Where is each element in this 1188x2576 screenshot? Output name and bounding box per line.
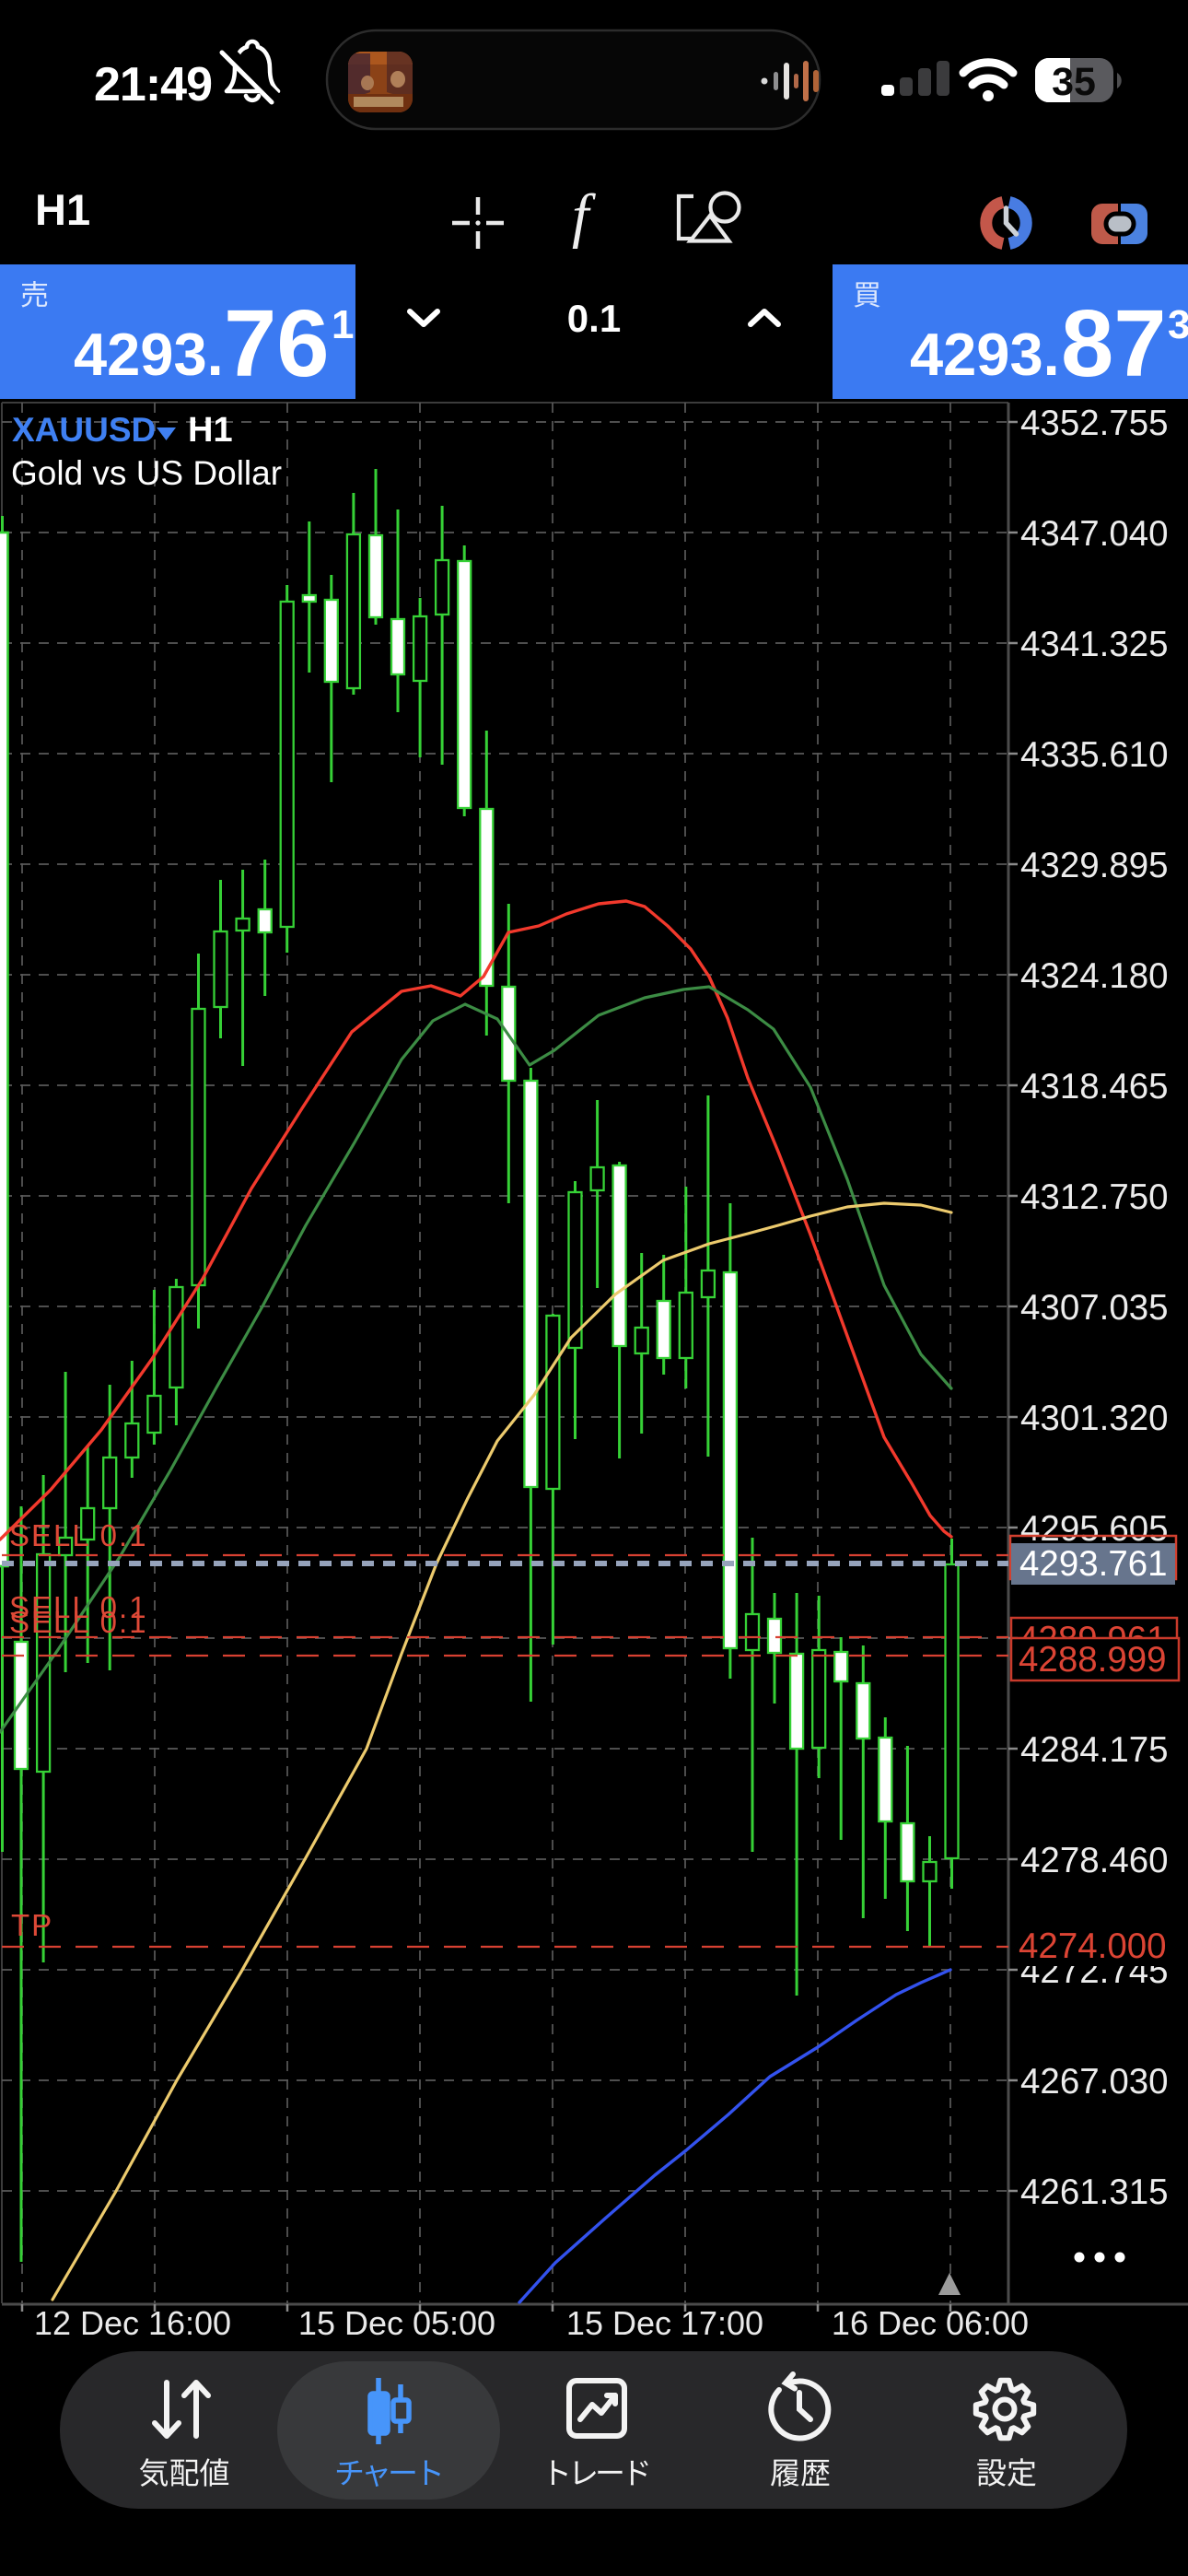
svg-text:15 Dec 05:00: 15 Dec 05:00 <box>298 2304 495 2342</box>
svg-text:4284.175: 4284.175 <box>1020 1730 1169 1770</box>
svg-text:21:49: 21:49 <box>94 58 212 111</box>
svg-text:Gold vs US Dollar: Gold vs US Dollar <box>11 454 282 492</box>
svg-text:4329.895: 4329.895 <box>1020 846 1169 885</box>
svg-text:76: 76 <box>224 290 330 396</box>
svg-text:4318.465: 4318.465 <box>1020 1067 1169 1107</box>
svg-text:87: 87 <box>1061 290 1167 396</box>
svg-text:XAUUSD: XAUUSD <box>12 411 156 449</box>
svg-text:12 Dec 16:00: 12 Dec 16:00 <box>34 2304 231 2342</box>
svg-text:4261.315: 4261.315 <box>1020 2172 1169 2212</box>
svg-text:H1: H1 <box>188 411 233 450</box>
svg-text:4278.460: 4278.460 <box>1020 1841 1169 1880</box>
svg-text:SELL 0.1: SELL 0.1 <box>9 1590 148 1624</box>
svg-text:4312.750: 4312.750 <box>1020 1177 1169 1217</box>
svg-text:4341.325: 4341.325 <box>1020 625 1169 664</box>
svg-text:4293.: 4293. <box>74 321 224 388</box>
svg-text:4274.000: 4274.000 <box>1019 1926 1167 1966</box>
svg-text:4301.320: 4301.320 <box>1020 1399 1169 1438</box>
svg-text:1: 1 <box>332 302 354 347</box>
svg-text:TP: TP <box>11 1908 53 1942</box>
svg-text:4352.755: 4352.755 <box>1020 404 1169 443</box>
svg-text:4307.035: 4307.035 <box>1020 1288 1169 1328</box>
svg-text:4347.040: 4347.040 <box>1020 514 1169 554</box>
svg-text:3: 3 <box>1168 302 1188 347</box>
svg-text:4288.999: 4288.999 <box>1019 1640 1167 1680</box>
svg-text:16 Dec 06:00: 16 Dec 06:00 <box>832 2304 1029 2342</box>
svg-text:4267.030: 4267.030 <box>1020 2062 1169 2102</box>
svg-text:4324.180: 4324.180 <box>1020 956 1169 996</box>
svg-text:4293.: 4293. <box>910 321 1060 388</box>
svg-text:15 Dec 17:00: 15 Dec 17:00 <box>566 2304 763 2342</box>
svg-text:35: 35 <box>1052 60 1096 104</box>
svg-text:4335.610: 4335.610 <box>1020 735 1169 775</box>
svg-text:SELL 0.1: SELL 0.1 <box>9 1605 148 1639</box>
svg-text:0.1: 0.1 <box>567 297 621 340</box>
svg-text:4295.605: 4295.605 <box>1020 1509 1169 1549</box>
svg-text:SELL 0.1: SELL 0.1 <box>9 1518 148 1552</box>
svg-text:H1: H1 <box>35 185 90 234</box>
svg-text:4293.761: 4293.761 <box>1019 1544 1168 1584</box>
